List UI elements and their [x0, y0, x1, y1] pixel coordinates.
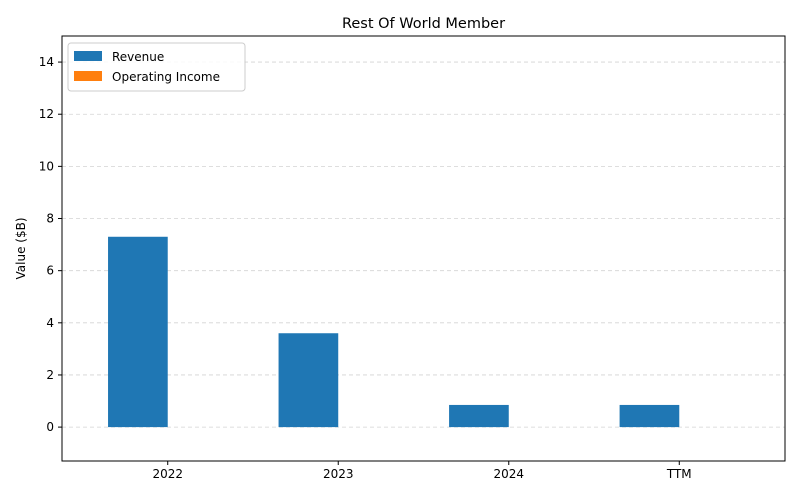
y-tick-label: 6	[46, 264, 54, 278]
plot-frame	[61, 35, 786, 462]
y-tick-label: 8	[46, 212, 54, 226]
x-tick-label: 2023	[323, 467, 354, 481]
legend: Revenue Operating Income	[67, 42, 246, 92]
grid-layer	[62, 61, 785, 428]
bar-revenue	[619, 404, 680, 428]
bars-layer	[108, 236, 680, 428]
legend-label: Revenue	[112, 50, 164, 64]
y-tick-label: 12	[39, 107, 54, 121]
legend-box	[67, 42, 246, 92]
chart-title: Rest Of World Member	[342, 16, 505, 32]
y-tick-label: 0	[46, 420, 54, 434]
y-tick-label: 10	[39, 159, 54, 173]
x-tick-label: 2022	[152, 467, 183, 481]
y-axis-label: Value ($B)	[14, 218, 28, 280]
axes-layer: 0 2 4 6 8 10 12 14 2022 2023 2024 TTM	[39, 35, 786, 481]
legend-label: Operating Income	[112, 70, 220, 84]
bar-revenue	[449, 404, 509, 428]
y-tick-label: 14	[39, 55, 54, 69]
bar-revenue	[278, 333, 339, 428]
x-tick-label: TTM	[666, 467, 692, 481]
x-tick-label: 2024	[493, 467, 524, 481]
legend-swatch	[74, 51, 102, 61]
bar-revenue	[108, 236, 168, 428]
legend-swatch	[74, 71, 102, 81]
y-tick-label: 4	[46, 316, 54, 330]
y-tick-label: 2	[46, 368, 54, 382]
